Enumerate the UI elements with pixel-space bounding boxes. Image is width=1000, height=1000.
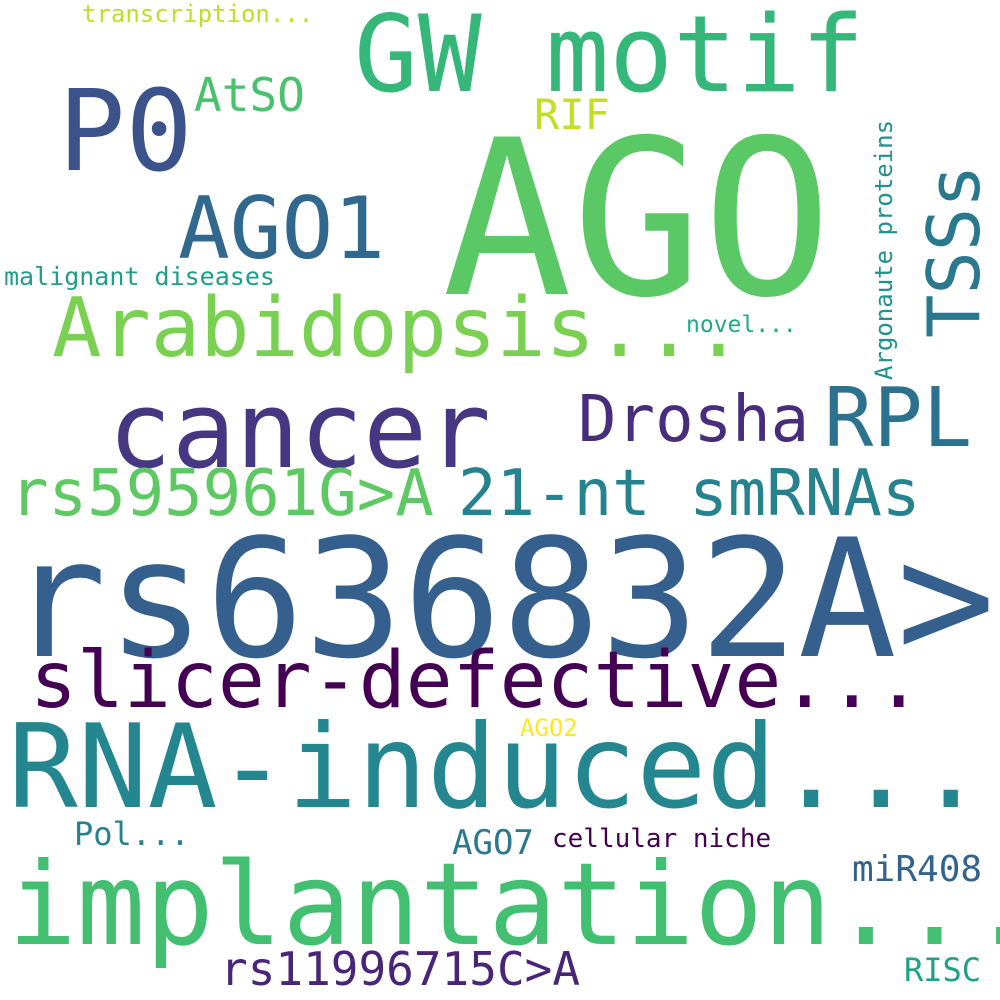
word-mir408: miR408 bbox=[852, 849, 983, 890]
word-slicer-defective: slicer-defective... bbox=[30, 636, 923, 726]
word-rna-induced: RNA-induced... bbox=[8, 700, 986, 835]
word-implantation: implantation... bbox=[8, 838, 1000, 971]
word-p0: P0 bbox=[58, 67, 193, 197]
word-argonaute: Argonaute proteins bbox=[870, 119, 898, 380]
word-pol: Pol... bbox=[74, 815, 190, 853]
word-ago1: AGO1 bbox=[178, 179, 386, 279]
word-ago2: AGO2 bbox=[520, 714, 578, 742]
word-tsss: TSSs bbox=[912, 164, 996, 338]
word-rs11996715: rs11996715C>A bbox=[220, 942, 581, 996]
word-gw-motif: GW motif bbox=[354, 0, 865, 116]
word-ago7: AGO7 bbox=[452, 823, 534, 863]
word-novel: novel... bbox=[686, 312, 797, 338]
word-rs636832: rs636832A>G bbox=[8, 504, 1000, 695]
word-atso: AtSO bbox=[194, 68, 305, 122]
word-arabidopsis: Arabidopsis... bbox=[52, 281, 744, 376]
word-malignant: malignant diseases bbox=[4, 262, 275, 291]
word-21nt: 21-nt smRNAs bbox=[458, 457, 921, 531]
word-rpl: RPL bbox=[824, 371, 973, 466]
word-cancer: cancer bbox=[108, 369, 491, 492]
word-rif: RIF bbox=[534, 90, 610, 139]
word-cellular-niche: cellular niche bbox=[552, 824, 772, 854]
word-risc: RISC bbox=[904, 951, 982, 989]
word-transcription: transcription... bbox=[82, 0, 314, 28]
word-drosha: Drosha bbox=[578, 383, 810, 457]
word-rs595961: rs595961G>A bbox=[10, 457, 434, 531]
word-ago: AGO bbox=[442, 94, 833, 345]
